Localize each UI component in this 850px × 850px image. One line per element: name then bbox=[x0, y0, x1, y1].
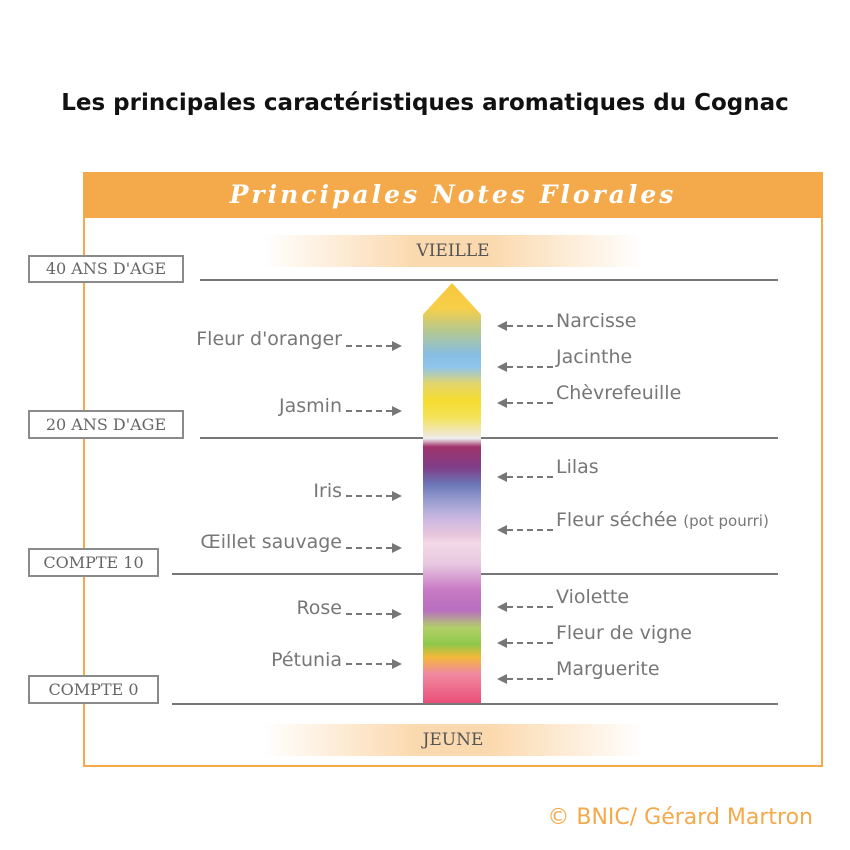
arrow-left-icon bbox=[497, 361, 553, 373]
left-note-oeillet-sauvage: Œillet sauvage bbox=[200, 531, 342, 553]
panel-header-title: Principales Notes Florales bbox=[229, 180, 677, 209]
arrow-right-icon bbox=[346, 608, 402, 620]
arrow-left-icon bbox=[497, 601, 553, 613]
arrow-left-icon bbox=[497, 320, 553, 332]
right-note-fleur-de-vigne: Fleur de vigne bbox=[556, 622, 692, 644]
age-line-20 bbox=[200, 437, 778, 439]
page-title: Les principales caractéristiques aromati… bbox=[61, 90, 789, 116]
label-vieille: VIEILLE bbox=[416, 241, 490, 261]
right-note-marguerite: Marguerite bbox=[556, 658, 660, 680]
fleur-sechee-label: Fleur séchée bbox=[556, 509, 678, 531]
left-note-rose: Rose bbox=[296, 597, 342, 619]
arrow-right-icon bbox=[346, 490, 402, 502]
aroma-color-column bbox=[423, 283, 481, 703]
right-note-violette: Violette bbox=[556, 586, 630, 608]
right-note-fleur-sechee: Fleur séchée (pot pourri) bbox=[556, 509, 769, 531]
right-note-chevrefeuille: Chèvrefeuille bbox=[556, 382, 682, 404]
image-credit: © BNIC/ Gérard Martron bbox=[547, 805, 813, 830]
age-box-40: 40 ANS D'AGE bbox=[28, 255, 184, 283]
label-jeune: JEUNE bbox=[422, 730, 484, 750]
age-box-20: 20 ANS D'AGE bbox=[28, 410, 184, 439]
age-box-compte-0: COMPTE 0 bbox=[28, 675, 159, 704]
arrow-right-icon bbox=[346, 542, 402, 554]
left-note-iris: Iris bbox=[313, 480, 342, 502]
age-line-40 bbox=[200, 279, 778, 281]
left-note-fleur-oranger: Fleur d'oranger bbox=[196, 328, 342, 350]
arrow-left-icon bbox=[497, 673, 553, 685]
age-line-compte-0 bbox=[172, 703, 778, 705]
arrow-right-icon bbox=[346, 405, 402, 417]
arrow-left-icon bbox=[497, 471, 553, 483]
fleur-sechee-sub: (pot pourri) bbox=[683, 512, 769, 530]
arrow-right-icon bbox=[346, 658, 402, 670]
panel-header-bar bbox=[83, 172, 823, 218]
arrow-left-icon bbox=[497, 524, 553, 536]
bottom-band bbox=[263, 724, 643, 756]
top-band bbox=[263, 235, 643, 267]
arrow-left-icon bbox=[497, 637, 553, 649]
age-box-compte-10: COMPTE 10 bbox=[28, 548, 159, 577]
left-note-jasmin: Jasmin bbox=[279, 395, 342, 417]
right-note-narcisse: Narcisse bbox=[556, 310, 637, 332]
right-note-jacinthe: Jacinthe bbox=[556, 346, 633, 368]
left-note-petunia: Pétunia bbox=[271, 649, 342, 671]
arrow-left-icon bbox=[497, 397, 553, 409]
arrow-right-icon bbox=[346, 340, 402, 352]
right-note-lilas: Lilas bbox=[556, 456, 599, 478]
